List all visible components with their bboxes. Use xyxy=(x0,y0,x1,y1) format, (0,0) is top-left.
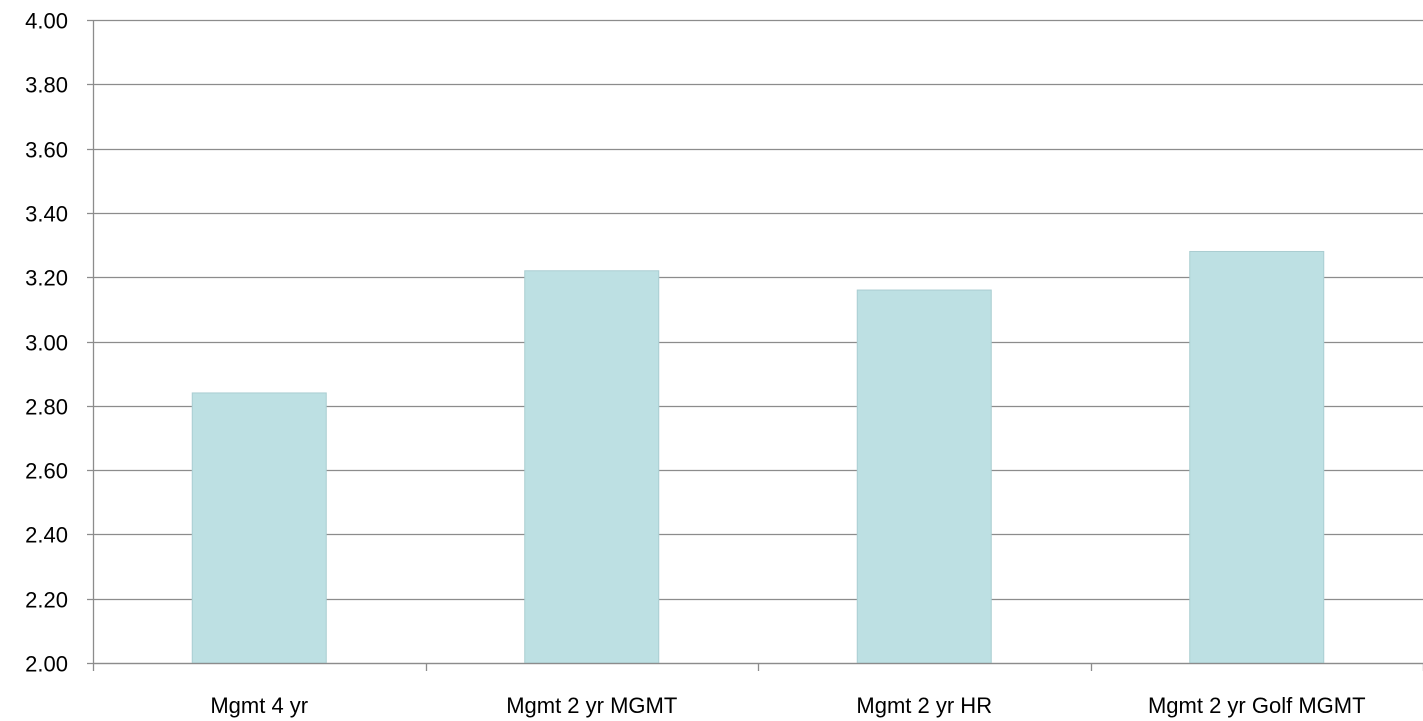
y-tick-label: 3.00 xyxy=(25,331,68,356)
y-tick-label: 3.80 xyxy=(25,73,68,98)
bar xyxy=(1189,250,1325,664)
y-tick-label: 3.40 xyxy=(25,202,68,227)
axes xyxy=(92,20,1423,671)
bar xyxy=(191,392,327,664)
y-tick-label: 2.00 xyxy=(25,652,68,677)
x-category-label: Mgmt 2 yr MGMT xyxy=(506,693,677,718)
bars xyxy=(191,250,1325,664)
y-tick-labels: 2.00 2.20 2.40 2.60 2.80 3.00 3.20 3.40 3.60 3.80… xyxy=(25,9,68,677)
y-tick-label: 4.00 xyxy=(25,9,68,34)
x-category-label: Mgmt 2 yr Golf MGMT xyxy=(1148,693,1366,718)
y-tick-label: 3.60 xyxy=(25,138,68,163)
x-category-labels: Mgmt 4 yr Mgmt 2 yr MGMT Mgmt 2 yr HR Mgmt … xyxy=(210,693,1365,718)
y-tick-label: 2.20 xyxy=(25,588,68,613)
bar xyxy=(856,289,992,664)
y-tick-label: 2.80 xyxy=(25,395,68,420)
x-category-label: Mgmt 4 yr xyxy=(210,693,308,718)
y-tick-label: 2.60 xyxy=(25,459,68,484)
y-tick-label: 3.20 xyxy=(25,266,68,291)
x-category-label: Mgmt 2 yr HR xyxy=(856,693,992,718)
bar xyxy=(524,270,660,664)
y-tick-label: 2.40 xyxy=(25,523,68,548)
